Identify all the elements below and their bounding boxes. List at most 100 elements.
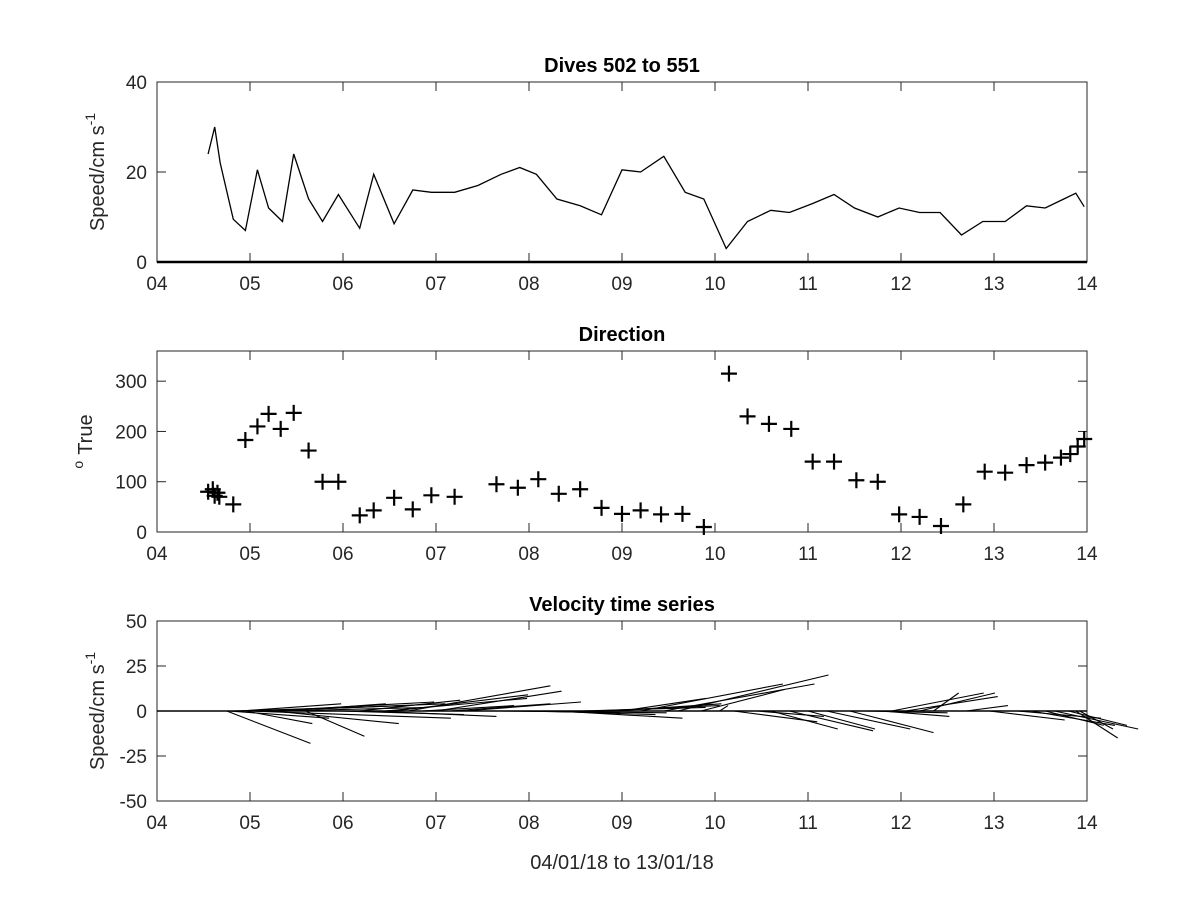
x-tick-label: 08 [518, 813, 539, 834]
velocity-stick [277, 706, 429, 712]
direction-point [783, 420, 800, 437]
direction-point [593, 499, 610, 516]
y-tick-label: 50 [126, 612, 147, 633]
x-tick-label: 12 [890, 813, 911, 834]
velocity-stick [789, 710, 874, 732]
velocity-stick [919, 692, 996, 712]
x-tick-label: 08 [518, 274, 539, 295]
direction-point [826, 453, 843, 470]
y-tick-label: 300 [115, 372, 147, 393]
direction-point [249, 418, 266, 435]
direction-point [572, 481, 589, 498]
x-tick-label: 05 [239, 813, 260, 834]
direction-point [209, 484, 226, 501]
x-tick-label: 06 [332, 274, 353, 295]
x-tick-label: 11 [798, 274, 818, 295]
velocity-stick [882, 710, 950, 717]
velocity-stick [463, 701, 582, 712]
y-tick-label: -50 [120, 792, 147, 813]
y-axis-label-sup: -1 [82, 652, 98, 665]
direction-point [804, 453, 821, 470]
direction-point [446, 488, 463, 505]
direction-point [1062, 446, 1079, 463]
velocity-stick [245, 710, 313, 725]
velocity-stick [663, 683, 815, 712]
y-tick-label: 25 [126, 657, 147, 678]
velocity-stick [966, 705, 1009, 712]
velocity-stick [621, 697, 706, 712]
direction-point [760, 415, 777, 432]
x-tick-label: 13 [983, 274, 1004, 295]
velocity-stick [1079, 710, 1114, 730]
chart-title: Direction [579, 324, 666, 346]
y-axis-label-sup: o [70, 461, 86, 469]
velocity-stick [756, 710, 824, 717]
x-tick-label: 10 [704, 813, 725, 834]
velocity-stick [228, 710, 330, 719]
direction-point [720, 365, 737, 382]
x-tick-label: 10 [704, 274, 725, 295]
direction-point [550, 485, 567, 502]
direction-point [365, 502, 382, 519]
velocity-stick [719, 705, 729, 712]
x-tick-label: 07 [425, 274, 446, 295]
y-axis-label-sup: -1 [82, 113, 98, 126]
direction-point [314, 473, 331, 490]
velocity-stick [408, 685, 551, 712]
x-tick-label: 06 [332, 813, 353, 834]
y-axis-label-main: Speed/cm s [87, 125, 109, 231]
x-tick-label: 04 [146, 274, 168, 295]
y-tick-label: 0 [136, 253, 147, 274]
velocity-stick [770, 710, 838, 730]
direction-point [509, 479, 526, 496]
velocity-stick [394, 694, 529, 712]
velocity-stick [435, 690, 562, 712]
direction-point [695, 518, 712, 535]
y-tick-label: 100 [115, 473, 147, 494]
y-axis-label: Speed/cm s-1 [82, 652, 109, 770]
direction-point [869, 473, 886, 490]
direction-point [351, 507, 368, 524]
y-tick-label: 200 [115, 422, 147, 443]
direction-panel: Direction 04 05 06 07 08 09 10 11 12 13 14 0 100 200 30… [70, 324, 1098, 565]
x-tick-label: 12 [890, 544, 911, 565]
direction-point [911, 508, 928, 525]
x-tick-label: 09 [611, 544, 632, 565]
speed-series-line [207, 126, 1085, 250]
y-tick-label: 0 [136, 523, 147, 544]
direction-point [211, 488, 228, 505]
x-tick-label: 06 [332, 544, 353, 565]
direction-point [891, 506, 908, 523]
direction-point [530, 471, 547, 488]
x-tick-label: 08 [518, 544, 539, 565]
velocity-stick [1068, 710, 1128, 726]
direction-point [848, 472, 865, 489]
direction-point [260, 405, 277, 422]
velocity-stick [422, 705, 515, 712]
y-axis-label-main: Speed/cm s [87, 664, 109, 770]
velocity-stick [556, 710, 683, 719]
direction-point [1069, 438, 1086, 455]
y-axis-label: o True [70, 414, 97, 468]
y-tick-label: -25 [120, 747, 147, 768]
direction-point [272, 420, 289, 437]
x-tick-label: 14 [1076, 544, 1098, 565]
velocity-stick [1075, 710, 1118, 739]
direction-point [614, 505, 630, 522]
direction-point [1076, 430, 1093, 447]
direction-point [225, 496, 242, 513]
chart-title: Dives 502 to 551 [544, 55, 700, 77]
y-axis-label-main: True [75, 414, 97, 454]
x-tick-label: 12 [890, 274, 911, 295]
direction-point [386, 489, 403, 506]
velocity-stick [700, 688, 785, 712]
chart-title: Velocity time series [529, 594, 715, 616]
velocity-stick [305, 710, 365, 737]
velocity-stick [449, 703, 551, 712]
x-tick-label: 07 [425, 544, 446, 565]
velocity-stick [989, 710, 1065, 721]
x-tick-label: 05 [239, 274, 260, 295]
plot-frame [156, 81, 1088, 263]
direction-point [997, 464, 1014, 481]
velocity-stick [370, 710, 497, 717]
